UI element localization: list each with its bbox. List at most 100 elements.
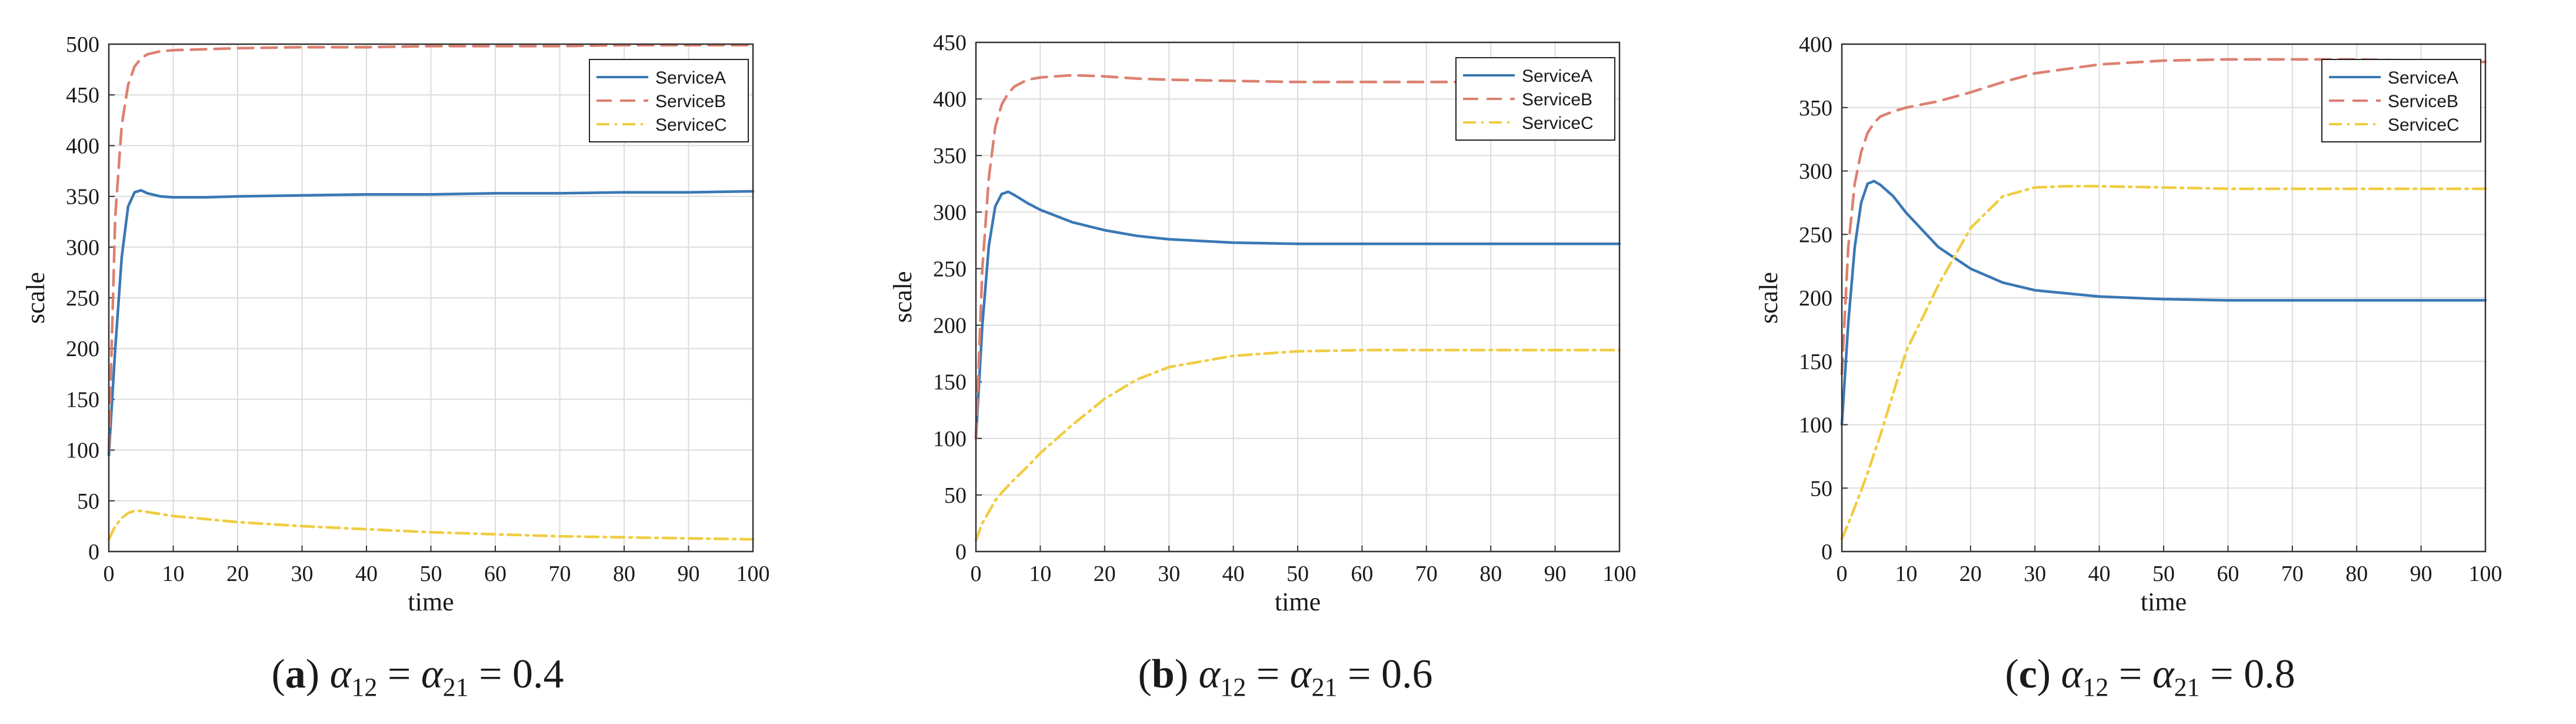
y-axis-label: scale [888,271,917,323]
legend-label: ServiceC [655,115,727,135]
y-tick-label: 250 [1799,222,1832,247]
legend-box [1455,57,1615,141]
y-tick-label: 0 [88,540,99,564]
x-tick-label: 50 [420,562,442,586]
y-tick-label: 100 [66,439,99,463]
x-tick-label: 40 [2088,562,2111,586]
x-tick-label: 80 [613,562,635,586]
series-line-servicec [107,509,755,541]
y-tick-label: 350 [933,144,967,168]
svg-text:(b) α12 = α21 = 0.6: (b) α12 = α21 = 0.6 [1138,652,1432,702]
x-tick-label: 70 [2281,562,2304,586]
series-line-servicec [1840,185,2487,540]
caption-letter: a [285,652,306,697]
y-axis-label: scale [21,272,50,324]
y-tick-label: 200 [66,337,99,361]
legend-label: ServiceA [655,68,726,88]
x-tick-label: 60 [1351,562,1373,586]
x-tick-label: 20 [226,562,249,586]
caption-alpha-value: 0.6 [1381,652,1433,697]
series-line-servicea [107,189,755,457]
series-line-serviceb [974,74,1621,440]
y-tick-label: 250 [66,286,99,311]
y-tick-label: 350 [1799,96,1832,121]
y-tick-label: 300 [66,235,99,260]
legend-label: ServiceA [2388,68,2458,88]
axes-frame [1841,43,2487,553]
x-tick-label: 0 [971,562,982,586]
legend-label: ServiceB [2388,92,2458,111]
caption-letter: b [1152,652,1175,697]
y-tick-label: 300 [1799,160,1832,184]
x-tick-label: 30 [1158,562,1180,586]
x-tick-label: 20 [1094,562,1116,586]
y-tick-label: 150 [1799,350,1832,374]
series-line-servicea [974,190,1621,440]
x-tick-label: 20 [1960,562,1982,586]
legend-label: ServiceA [1522,67,1592,86]
x-tick-label: 90 [1544,562,1567,586]
legend-label: ServiceB [1522,90,1592,109]
legend-label: ServiceC [1522,114,1594,133]
y-tick-label: 50 [77,489,99,514]
svg-text:(c) α12 = α21 = 0.8: (c) α12 = α21 = 0.8 [2005,652,2295,702]
x-tick-label: 60 [2217,562,2239,586]
legend-label: ServiceB [655,92,726,111]
caption-alpha-value: 0.8 [2244,652,2295,697]
axes-frame [975,41,1621,553]
y-tick-label: 200 [933,314,967,338]
axes-frame [108,43,754,553]
y-tick-label: 50 [944,483,967,508]
y-tick-label: 350 [66,185,99,210]
y-tick-label: 50 [1810,476,1832,501]
y-tick-label: 500 [66,32,99,57]
x-tick-label: 90 [678,562,700,586]
legend: ServiceA ServiceB ServiceC [589,59,749,142]
y-axis-label: scale [1754,272,1783,324]
legend: ServiceA ServiceB ServiceC [1455,57,1615,141]
y-tick-label: 300 [933,200,967,225]
y-tick-label: 200 [1799,286,1832,311]
x-tick-label: 50 [1287,562,1309,586]
x-tick-label: 70 [1415,562,1438,586]
y-tick-label: 150 [933,370,967,395]
y-tick-label: 250 [933,257,967,281]
legend-box [2321,59,2481,142]
x-tick-label: 30 [2024,562,2046,586]
series-line-servicec [974,348,1621,542]
series-line-serviceb [107,44,755,451]
y-tick-label: 100 [1799,413,1832,438]
svg-text:(a) α12 = α21 = 0.4: (a) α12 = α21 = 0.4 [271,652,564,702]
subplot-b: 0 10 20 30 40 50 60 70 80 90 100 0 50 100 150 200 250 300… [888,31,1637,616]
subplot-c: 0 10 20 30 40 50 60 70 80 90 100 0 50 100 150 200 250 300… [1754,32,2502,616]
caption-letter: c [2019,652,2037,697]
x-tick-label: 80 [1479,562,1502,586]
y-tick-label: 400 [1799,32,1832,57]
x-tick-label: 100 [737,562,770,586]
x-tick-label: 40 [355,562,378,586]
x-tick-label: 100 [1603,562,1637,586]
series-line-serviceb [1840,58,2487,376]
x-tick-label: 40 [1222,562,1245,586]
x-tick-label: 60 [484,562,506,586]
y-tick-label: 450 [933,31,967,55]
x-axis-label: time [2141,587,2187,616]
legend-box [589,59,749,142]
y-tick-label: 100 [933,427,967,451]
legend: ServiceA ServiceB ServiceC [2321,59,2481,142]
x-tick-label: 10 [1029,562,1051,586]
x-tick-label: 100 [2469,562,2502,586]
subplot-a: 0 10 20 30 40 50 60 70 80 90 100 0 50 100 150 200 250 300… [21,32,770,616]
y-tick-label: 0 [955,540,967,564]
y-tick-label: 450 [66,83,99,108]
legend-label: ServiceC [2388,115,2460,135]
x-tick-label: 90 [2410,562,2432,586]
x-tick-label: 50 [2152,562,2175,586]
x-tick-label: 10 [162,562,185,586]
caption-b: (b) α12 = α21 = 0.6 [1138,652,1432,702]
caption-alpha-value: 0.4 [512,652,564,697]
x-axis-label: time [1275,587,1321,616]
y-tick-label: 400 [66,134,99,158]
x-tick-label: 70 [549,562,571,586]
